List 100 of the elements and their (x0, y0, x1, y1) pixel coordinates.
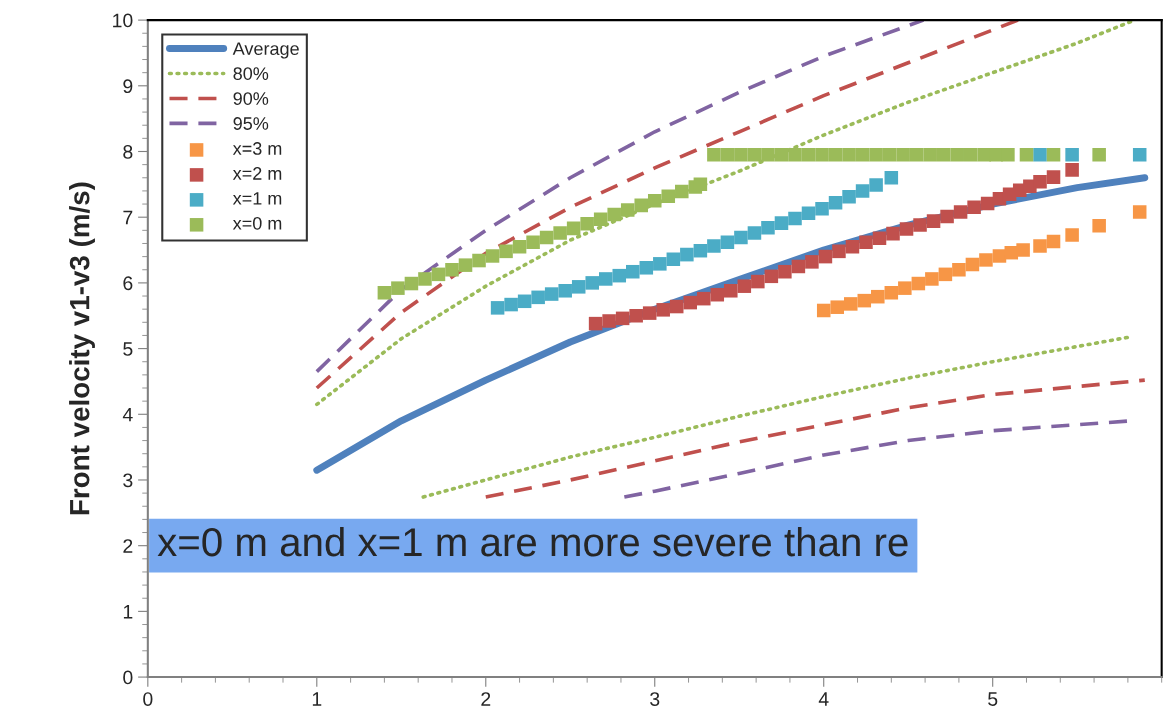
legend-label: x=1 m (232, 192, 282, 205)
point (1046, 234, 1061, 249)
point (615, 311, 630, 326)
point (1019, 148, 1034, 162)
y-tick-label: 6 (123, 276, 133, 291)
point (737, 279, 752, 293)
point (626, 264, 640, 279)
point (656, 303, 670, 317)
point (950, 148, 964, 162)
point (896, 148, 910, 162)
point (734, 230, 748, 245)
point (788, 148, 802, 162)
point (778, 264, 792, 279)
point (816, 303, 831, 318)
point (1132, 148, 1147, 162)
point (1092, 148, 1106, 162)
point (1065, 228, 1079, 242)
point (898, 281, 912, 295)
point (774, 216, 789, 230)
legend-label: x=2 m (232, 167, 282, 180)
point (843, 297, 858, 311)
point (598, 272, 613, 286)
legend-label: x=3 m (232, 142, 282, 155)
point (445, 262, 459, 277)
point (764, 269, 779, 284)
point (629, 308, 643, 323)
y-tick-label: 7 (123, 210, 133, 225)
point (504, 297, 518, 312)
point (992, 249, 1007, 263)
point (1046, 170, 1061, 184)
point (675, 184, 689, 199)
point (801, 206, 816, 221)
x-tick-label: 5 (988, 692, 998, 706)
point (734, 148, 748, 162)
point (485, 249, 500, 263)
point (979, 253, 993, 267)
point (747, 226, 762, 240)
point (857, 293, 872, 308)
point (1132, 205, 1147, 219)
point (926, 214, 941, 228)
y-axis-title: Front velocity v1-v3 (m/s) (69, 182, 95, 515)
point (669, 299, 684, 314)
legend-label: x=0 m (232, 216, 282, 230)
y-tick-label: 5 (123, 342, 133, 356)
point (647, 194, 662, 208)
point (585, 276, 599, 290)
annotation: x=0 m and x=1 m are more severe than re (157, 526, 908, 557)
point (418, 272, 432, 286)
y-tick-label: 0 (123, 670, 133, 685)
point (512, 239, 527, 254)
point (1033, 239, 1047, 253)
point (642, 306, 657, 320)
legend-label: 90% (233, 92, 269, 105)
x-tick-label: 3 (650, 692, 660, 706)
point (923, 148, 937, 162)
point (490, 301, 505, 315)
legend-label: 95% (233, 117, 269, 130)
point (845, 239, 860, 254)
point (963, 148, 978, 162)
line-series (314, 20, 926, 374)
point (377, 285, 392, 300)
x-tick-label: 1 (312, 692, 322, 706)
point (531, 290, 545, 305)
point (1016, 243, 1030, 257)
point (458, 258, 473, 272)
point (899, 222, 914, 236)
point (869, 178, 883, 192)
point (607, 207, 621, 222)
point (832, 244, 846, 259)
x-tick-label: 0 (143, 692, 153, 706)
point (683, 295, 697, 310)
point (720, 148, 735, 162)
point (872, 231, 887, 245)
point (696, 291, 711, 306)
point (886, 226, 900, 241)
point (661, 189, 676, 203)
point (539, 230, 554, 245)
point (666, 252, 681, 267)
point (1092, 218, 1106, 233)
point (909, 148, 924, 162)
point (936, 148, 951, 162)
point (788, 211, 802, 226)
point (882, 148, 897, 162)
point (815, 201, 829, 216)
point (828, 148, 843, 162)
point (1065, 148, 1079, 162)
point (818, 249, 833, 264)
y-tick-label: 2 (123, 539, 133, 553)
point (774, 148, 789, 162)
point (707, 239, 721, 253)
point (653, 257, 667, 271)
point (801, 148, 816, 162)
point (884, 171, 899, 185)
point (724, 284, 738, 298)
y-tick-label: 9 (123, 79, 133, 94)
point (1065, 163, 1079, 177)
point (553, 226, 567, 240)
point (815, 148, 829, 162)
point (967, 200, 981, 215)
point (634, 198, 648, 213)
